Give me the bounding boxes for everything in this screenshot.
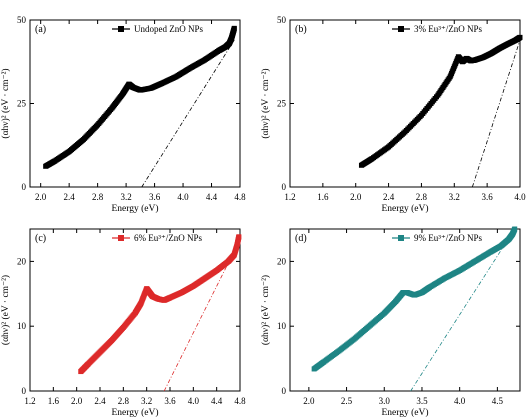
- y-tick-label: 0: [282, 386, 287, 396]
- x-tick-label: 4.0: [188, 396, 200, 406]
- y-axis-label: (αhν)² (eV · cm⁻²): [0, 68, 11, 138]
- legend-marker: [118, 235, 124, 241]
- y-tick-label: 10: [277, 321, 287, 331]
- x-tick-label: 3.6: [149, 192, 161, 202]
- x-tick-label: 3.2: [141, 396, 152, 406]
- chart-panel: 1.2 1.6 2.0 2.4 2.8 3.2 3.6 4.0 4.4 4.8 0 10 20 Energ…: [0, 228, 246, 418]
- x-tick-label: 3.0: [379, 396, 391, 406]
- x-tick-label: 2.0: [35, 192, 47, 202]
- legend-label: Undoped ZnO NPs: [134, 24, 203, 34]
- chart-panel: 2.0 2.4 2.8 3.2 3.6 4.0 4.4 4.8 0 25 50 Energy (eV)…: [0, 15, 246, 214]
- x-tick-label: 3.2: [449, 192, 460, 202]
- y-tick-label: 0: [22, 182, 27, 192]
- x-tick-label: 4.0: [454, 396, 466, 406]
- data-point: [512, 226, 518, 232]
- fit-line: [471, 39, 521, 188]
- chart-panel: 1.2 1.6 2.0 2.4 2.8 3.2 3.6 4.0 0 25 50 Energy (eV)…: [260, 15, 526, 214]
- x-tick-label: 2.4: [64, 192, 76, 202]
- panel-label: (d): [295, 233, 307, 244]
- y-tick-label: 20: [277, 256, 287, 266]
- y-tick-label: 50: [277, 15, 287, 25]
- x-axis-label: Energy (eV): [381, 203, 428, 214]
- fit-line: [141, 39, 235, 188]
- y-tick-label: 0: [22, 386, 27, 396]
- y-axis-label: (αhν)² (eV · cm⁻²): [0, 275, 11, 345]
- x-tick-label: 2.4: [94, 396, 106, 406]
- x-tick-label: 2.8: [92, 192, 104, 202]
- x-tick-label: 4.0: [514, 192, 526, 202]
- y-tick-label: 25: [17, 99, 27, 109]
- legend-marker: [398, 26, 404, 32]
- legend-label: 6% Eu³⁺/ZnO NPs: [134, 233, 202, 243]
- x-tick-label: 3.6: [164, 396, 176, 406]
- x-tick-label: 1.2: [24, 396, 35, 406]
- y-tick-label: 50: [17, 15, 27, 25]
- y-axis-label: (αhν)² (eV · cm⁻²): [260, 275, 271, 345]
- data-point: [236, 234, 242, 240]
- data-point: [517, 34, 523, 40]
- x-tick-label: 4.4: [206, 192, 218, 202]
- y-tick-label: 25: [277, 99, 287, 109]
- x-tick-label: 2.0: [303, 396, 315, 406]
- y-axis-label: (αhν)² (eV · cm⁻²): [260, 68, 271, 138]
- y-tick-label: 0: [282, 182, 287, 192]
- x-tick-label: 4.8: [234, 192, 246, 202]
- x-tick-label: 3.6: [482, 192, 494, 202]
- legend-label: 3% Eu³⁺/ZnO NPs: [414, 24, 482, 34]
- panel-label: (a): [35, 24, 46, 35]
- plot-frame: [289, 228, 521, 392]
- x-tick-label: 2.0: [71, 396, 83, 406]
- x-tick-label: 2.8: [118, 396, 130, 406]
- panel-label: (c): [35, 233, 46, 244]
- legend-marker: [398, 235, 404, 241]
- y-tick-label: 20: [17, 256, 27, 266]
- x-tick-label: 2.5: [341, 396, 353, 406]
- x-axis-label: Energy (eV): [111, 407, 158, 418]
- chart-panel: 2.0 2.5 3.0 3.5 4.0 4.5 0 10 20 Energy (eV) (αhν)²…: [260, 226, 521, 418]
- x-tick-label: 1.6: [317, 192, 329, 202]
- plot-frame: [29, 228, 241, 392]
- x-axis-label: Energy (eV): [111, 203, 158, 214]
- x-tick-label: 4.4: [211, 396, 223, 406]
- x-tick-label: 1.2: [284, 192, 295, 202]
- plot-frame: [289, 19, 521, 188]
- x-tick-label: 2.0: [350, 192, 362, 202]
- x-tick-label: 2.8: [416, 192, 428, 202]
- plot-frame: [29, 19, 241, 188]
- legend-marker: [118, 26, 124, 32]
- fit-line: [410, 228, 516, 392]
- data-point: [231, 25, 237, 31]
- y-tick-label: 10: [17, 321, 27, 331]
- panel-label: (b): [295, 24, 307, 35]
- x-axis-label: Energy (eV): [381, 407, 428, 418]
- x-tick-label: 2.4: [383, 192, 395, 202]
- x-tick-label: 4.5: [492, 396, 504, 406]
- legend-label: 9% Eu³⁺/ZnO NPs: [414, 233, 482, 243]
- x-tick-label: 4.0: [177, 192, 189, 202]
- x-tick-label: 3.5: [416, 396, 428, 406]
- x-tick-label: 4.8: [234, 396, 246, 406]
- x-tick-label: 1.6: [48, 396, 60, 406]
- x-tick-label: 3.2: [120, 192, 131, 202]
